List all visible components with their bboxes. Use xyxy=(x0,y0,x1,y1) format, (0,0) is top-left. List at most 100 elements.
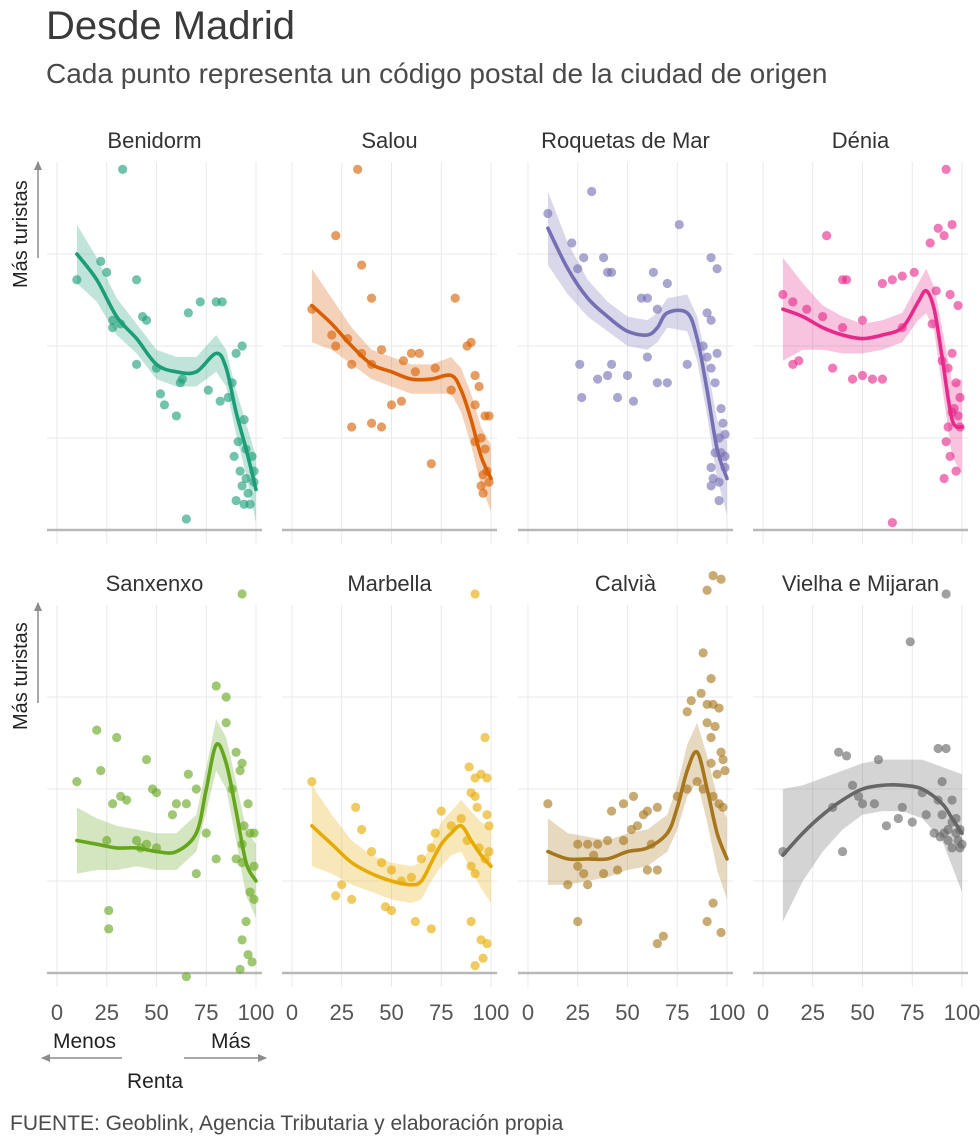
data-point xyxy=(716,403,726,414)
data-point xyxy=(245,499,255,509)
data-point xyxy=(484,411,494,421)
data-point xyxy=(159,400,170,410)
data-point xyxy=(682,784,692,794)
x-annotation: Menos Más Renta xyxy=(41,1030,267,1093)
x-tick-label: 100 xyxy=(238,1000,275,1025)
data-point xyxy=(599,869,609,879)
data-point xyxy=(907,817,917,827)
data-point xyxy=(72,275,82,285)
data-point xyxy=(357,260,367,270)
data-point xyxy=(947,795,957,805)
data-point xyxy=(873,754,884,765)
data-point xyxy=(484,821,494,831)
data-point xyxy=(211,854,221,864)
data-point xyxy=(925,238,935,248)
data-point xyxy=(366,418,377,428)
x-low-label: Menos xyxy=(53,1030,116,1053)
points-benidorm xyxy=(72,164,259,524)
data-point xyxy=(131,835,142,846)
data-point xyxy=(573,916,583,927)
data-point xyxy=(931,286,941,296)
data-point xyxy=(241,916,251,927)
confidence-band xyxy=(782,257,962,475)
gridlines-salou xyxy=(282,162,497,544)
data-point xyxy=(430,828,440,838)
data-point xyxy=(599,253,609,263)
data-point xyxy=(847,780,858,790)
data-point xyxy=(191,869,201,879)
panel-title: Sanxenxo xyxy=(106,571,204,596)
data-point xyxy=(720,451,730,461)
data-point xyxy=(446,385,456,395)
data-point xyxy=(249,828,259,838)
small-multiples-plot: Más turistas Más turistas Menos Más Rent… xyxy=(10,128,980,1093)
data-point xyxy=(877,374,887,384)
data-point xyxy=(602,370,613,381)
data-point xyxy=(239,415,249,425)
data-point xyxy=(708,570,718,581)
data-point xyxy=(788,297,798,307)
data-point xyxy=(177,374,187,384)
data-point xyxy=(470,370,480,381)
data-point xyxy=(237,589,247,599)
data-point xyxy=(147,784,158,794)
x-tick-label: 25 xyxy=(94,1000,118,1025)
data-point xyxy=(396,396,407,406)
data-point xyxy=(249,861,259,871)
data-point xyxy=(131,359,142,369)
confidence-band xyxy=(76,719,257,918)
data-point xyxy=(243,950,253,960)
data-point xyxy=(583,839,593,849)
data-point xyxy=(712,348,722,358)
data-point xyxy=(628,396,639,406)
data-point xyxy=(410,367,420,377)
data-point xyxy=(357,824,367,835)
data-point xyxy=(141,754,152,765)
data-point xyxy=(466,337,476,347)
x-tick-label: 0 xyxy=(757,1000,769,1025)
data-point xyxy=(702,308,712,318)
x-tick-label: 50 xyxy=(850,1000,874,1025)
x-tick-label: 100 xyxy=(473,1000,510,1025)
x-tick-label: 50 xyxy=(379,1000,403,1025)
confidence-band xyxy=(782,759,962,922)
data-point xyxy=(366,293,377,303)
data-point xyxy=(828,363,838,373)
data-point xyxy=(72,777,82,787)
data-point xyxy=(464,762,474,772)
data-point xyxy=(714,703,724,713)
data-point xyxy=(593,374,603,384)
y-axis-label-row-2: Más turistas xyxy=(10,622,32,730)
data-point xyxy=(376,345,387,355)
data-point xyxy=(476,481,486,491)
data-point xyxy=(939,231,949,241)
data-point xyxy=(955,392,965,403)
confidence-band xyxy=(311,268,491,512)
data-point xyxy=(231,348,241,358)
panel-salou: Salou xyxy=(282,128,497,544)
data-point xyxy=(104,905,114,916)
data-point xyxy=(237,341,247,351)
data-point xyxy=(573,861,583,871)
x-tick-label: 25 xyxy=(565,1000,589,1025)
data-point xyxy=(410,916,420,927)
data-point xyxy=(714,495,724,506)
data-point xyxy=(939,473,949,484)
data-point xyxy=(937,810,947,820)
data-point xyxy=(642,293,652,303)
data-point xyxy=(953,300,963,311)
points-vielha-e-mijaran xyxy=(778,589,967,857)
data-point xyxy=(853,791,864,801)
data-point xyxy=(235,766,245,776)
data-point xyxy=(108,315,118,325)
data-point xyxy=(102,835,112,846)
data-point xyxy=(720,766,730,776)
data-point xyxy=(933,743,943,754)
data-point xyxy=(702,916,712,927)
data-point xyxy=(941,589,951,599)
data-point xyxy=(575,359,585,369)
data-point xyxy=(191,784,201,794)
panel-roquetas-de-mar: Roquetas de Mar xyxy=(518,128,733,544)
data-point xyxy=(881,821,891,831)
x-tick-label: 25 xyxy=(800,1000,824,1025)
